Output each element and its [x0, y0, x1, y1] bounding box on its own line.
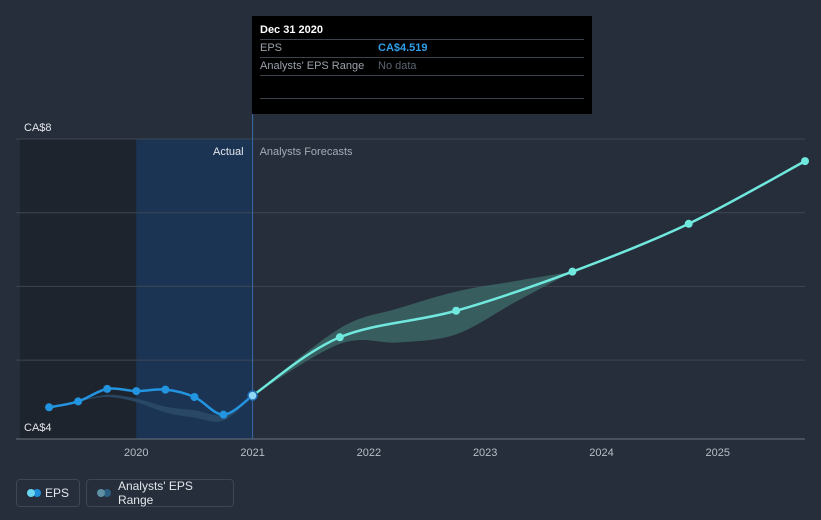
eps-points [45, 157, 809, 419]
eps-forecast-point [801, 157, 809, 166]
legend-eps[interactable]: EPS [16, 479, 80, 507]
eps-actual-point [190, 392, 199, 401]
eps-actual-point [132, 387, 141, 396]
legend-eps-range[interactable]: Analysts' EPS Range [86, 479, 234, 507]
tooltip-date: Dec 31 2020 [260, 24, 323, 36]
legend-range-label: Analysts' EPS Range [117, 479, 193, 507]
eps-actual-point [74, 397, 83, 406]
eps-range-area-forecast [252, 271, 573, 396]
eps-selected-point [247, 390, 258, 401]
eps-actual-point [103, 384, 112, 393]
tooltip-eps-row: EPS CA$4.519 [260, 39, 584, 57]
eps-range-area-actual [78, 394, 253, 422]
tooltip-range-label: Analysts' EPS Range [260, 60, 365, 72]
eps-forecast-point [452, 306, 461, 315]
eps-actual-point [161, 385, 170, 394]
tooltip-range-row: Analysts' EPS Range No data [260, 57, 584, 75]
tooltip-divider [260, 75, 584, 99]
y-tick-label: CA$8 [24, 122, 52, 134]
tooltip-range-value: No data [378, 60, 417, 72]
x-tick-label: 2025 [706, 447, 730, 459]
x-tick-label: 2022 [357, 447, 381, 459]
eps-legend-icon [27, 489, 41, 497]
x-tick-label: 2023 [473, 447, 497, 459]
eps-forecast-point [684, 219, 693, 228]
y-tick-label: CA$4 [24, 422, 52, 434]
x-tick-label: 2024 [589, 447, 613, 459]
x-tick-label: 2021 [240, 447, 264, 459]
eps-actual-point [219, 410, 228, 419]
x-tick-label: 2020 [124, 447, 148, 459]
actual-label: Actual [213, 146, 244, 158]
x-axis-labels: 2020 2021 2022 2023 2024 2025 [124, 447, 730, 459]
gridlines [16, 138, 805, 440]
y-axis-labels: CA$8 CA$4 [24, 122, 52, 434]
eps-forecast-point [335, 333, 344, 342]
legend-eps-label: EPS [44, 486, 69, 500]
past-period-shade [20, 139, 137, 439]
eps-range-legend-icon [97, 489, 111, 497]
eps-forecast-line [251, 160, 806, 397]
tooltip-eps-label: EPS [260, 42, 283, 54]
tooltip-eps-value: CA$4.519 [378, 42, 428, 54]
eps-actual-point [45, 403, 54, 412]
eps-forecast-point [568, 267, 577, 276]
forecast-label: Analysts Forecasts [260, 146, 353, 158]
tooltip: Dec 31 2020 EPS CA$4.519 Analysts' EPS R… [252, 16, 592, 114]
